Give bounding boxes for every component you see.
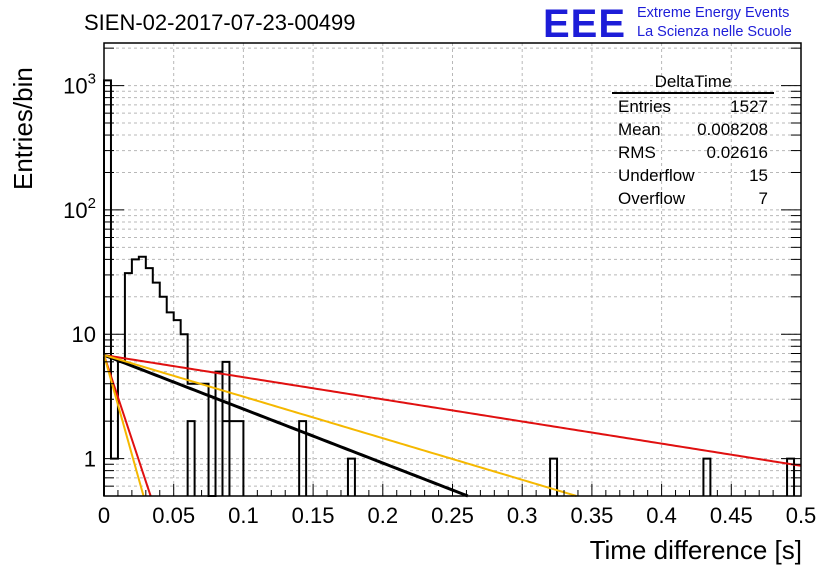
stats-value: 0.008208 <box>697 120 768 139</box>
x-tick-label: 0.05 <box>152 503 195 528</box>
x-tick-label: 0.2 <box>368 503 399 528</box>
fit-line <box>103 353 469 498</box>
y-tick-label: 1 <box>84 447 96 472</box>
eee-logo: EEE <box>543 2 627 46</box>
histogram-step-main <box>103 79 245 497</box>
stats-label: Overflow <box>618 189 686 208</box>
histogram-bin <box>221 360 231 496</box>
stats-row: Mean 0.008208 <box>612 118 774 141</box>
stats-label: RMS <box>618 143 656 162</box>
stats-row: Underflow 15 <box>612 164 774 187</box>
stats-value: 7 <box>758 189 768 208</box>
fit-line <box>103 354 145 497</box>
histogram-bin <box>702 457 712 496</box>
x-tick-label: 0.25 <box>431 503 474 528</box>
fit-line <box>103 354 802 467</box>
histogram-bin <box>186 420 196 496</box>
y-tick-label: 103 <box>63 71 96 99</box>
stats-box: DeltaTime Entries 1527 Mean 0.008208 RMS 0.… <box>612 72 774 210</box>
logo-line-1: Extreme Energy Events <box>637 5 790 21</box>
fit-line <box>103 354 577 497</box>
stats-value: 0.02616 <box>706 143 768 162</box>
x-tick-label: 0.35 <box>570 503 613 528</box>
logo-line-2: La Scienza nelle Scuole <box>637 24 792 40</box>
stats-label: Underflow <box>618 166 695 185</box>
logo-caption: Extreme Energy Events La Scienza nelle S… <box>637 4 792 42</box>
histogram-bin <box>346 457 356 496</box>
stats-value: 15 <box>749 166 768 185</box>
stats-row: Entries 1527 <box>612 95 774 118</box>
stats-label: Mean <box>618 120 661 139</box>
stats-label: Entries <box>618 97 671 116</box>
chart-title: SIEN-02-2017-07-23-00499 <box>84 10 356 35</box>
y-tick-label: 102 <box>63 195 96 223</box>
stats-row: RMS 0.02616 <box>612 141 774 164</box>
x-tick-label: 0 <box>98 503 110 528</box>
y-tick-label: 10 <box>72 322 96 347</box>
x-tick-label: 0.45 <box>710 503 753 528</box>
x-axis-label: Time difference [s] <box>589 535 802 565</box>
y-axis-label: Entries/bin <box>8 67 38 190</box>
x-tick-label: 0.5 <box>786 503 817 528</box>
histogram-bin <box>298 420 308 496</box>
x-tick-label: 0.4 <box>646 503 677 528</box>
x-tick-label: 0.15 <box>292 503 335 528</box>
fit-line <box>103 354 152 497</box>
stats-value: 1527 <box>730 97 768 116</box>
stats-box-title: DeltaTime <box>612 72 774 94</box>
stats-row: Overflow 7 <box>612 187 774 210</box>
x-tick-label: 0.1 <box>228 503 259 528</box>
x-tick-label: 0.3 <box>507 503 538 528</box>
histogram-bin <box>549 457 559 496</box>
